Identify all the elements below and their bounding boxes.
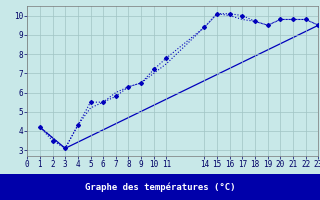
- Text: Graphe des températures (°C): Graphe des températures (°C): [85, 182, 235, 192]
